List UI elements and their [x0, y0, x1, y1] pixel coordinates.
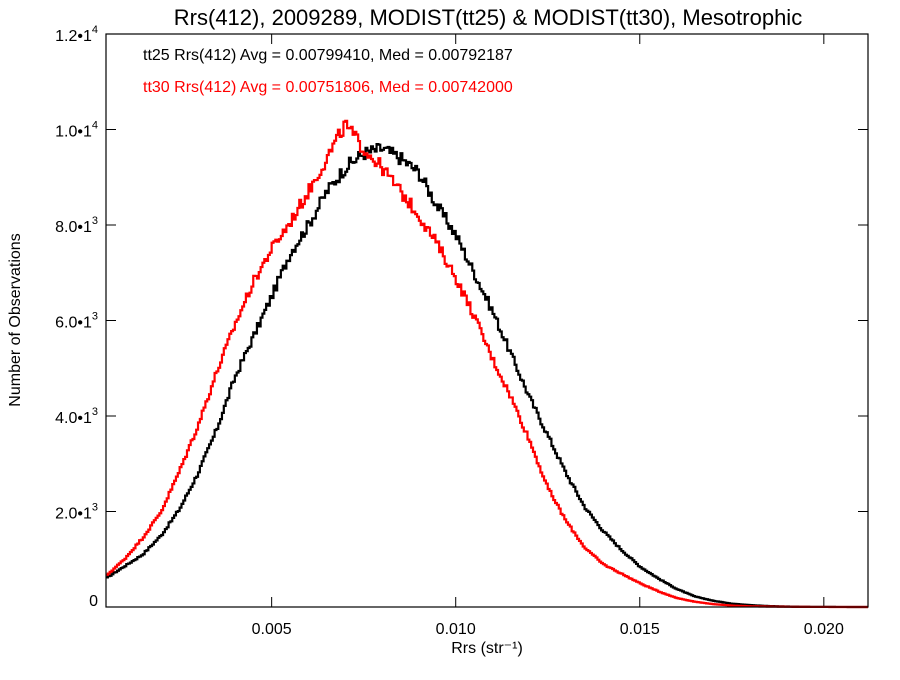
x-tick-label: 0.020 [804, 621, 844, 638]
x-axis-ticks: 0.005 0.010 0.015 0.020 [252, 34, 844, 638]
y-tick-mantissa: 1.0•1 [55, 124, 92, 141]
y-tick-mantissa: 8.0•1 [55, 219, 92, 236]
annotation-tt30: tt30 Rrs(412) Avg = 0.00751806, Med = 0.… [143, 79, 513, 96]
y-tick-mantissa: 6.0•1 [55, 315, 92, 332]
y-tick-mantissa: 4.0•1 [55, 410, 92, 427]
y-tick-exponent: 3 [92, 311, 98, 323]
series-tt25-line [106, 142, 868, 609]
plot-frame [105, 33, 869, 608]
series-tt30-line [106, 119, 868, 609]
annotation-tt25: tt25 Rrs(412) Avg = 0.00799410, Med = 0.… [143, 47, 513, 64]
y-tick-exponent: 3 [92, 406, 98, 418]
y-tick-label: 0 [89, 593, 98, 610]
series-layer [106, 119, 868, 609]
y-tick-label: 1.2•14 [55, 24, 98, 45]
y-tick-label: 2.0•13 [55, 502, 98, 523]
y-tick-exponent: 4 [92, 120, 98, 132]
y-tick-exponent: 3 [92, 502, 98, 514]
y-tick-label: 1.0•14 [55, 120, 98, 141]
x-tick-label: 0.010 [436, 621, 476, 638]
x-axis-label: Rrs (str⁻¹) [451, 640, 523, 657]
y-tick-exponent: 4 [92, 24, 98, 36]
y-tick-label: 6.0•13 [55, 311, 98, 332]
x-tick-label: 0.005 [252, 621, 292, 638]
y-tick-label: 4.0•13 [55, 406, 98, 427]
chart-title: Rrs(412), 2009289, MODIST(tt25) & MODIST… [174, 5, 802, 30]
y-axis-label: Number of Observations [7, 233, 24, 406]
y-tick-mantissa: 0 [89, 593, 98, 610]
y-tick-mantissa: 1.2•1 [55, 28, 92, 45]
y-tick-exponent: 3 [92, 215, 98, 227]
y-axis-ticks: 02.0•134.0•136.0•138.0•131.0•141.2•14 [55, 24, 868, 610]
y-tick-label: 8.0•13 [55, 215, 98, 236]
x-tick-label: 0.015 [620, 621, 660, 638]
y-tick-mantissa: 2.0•1 [55, 506, 92, 523]
